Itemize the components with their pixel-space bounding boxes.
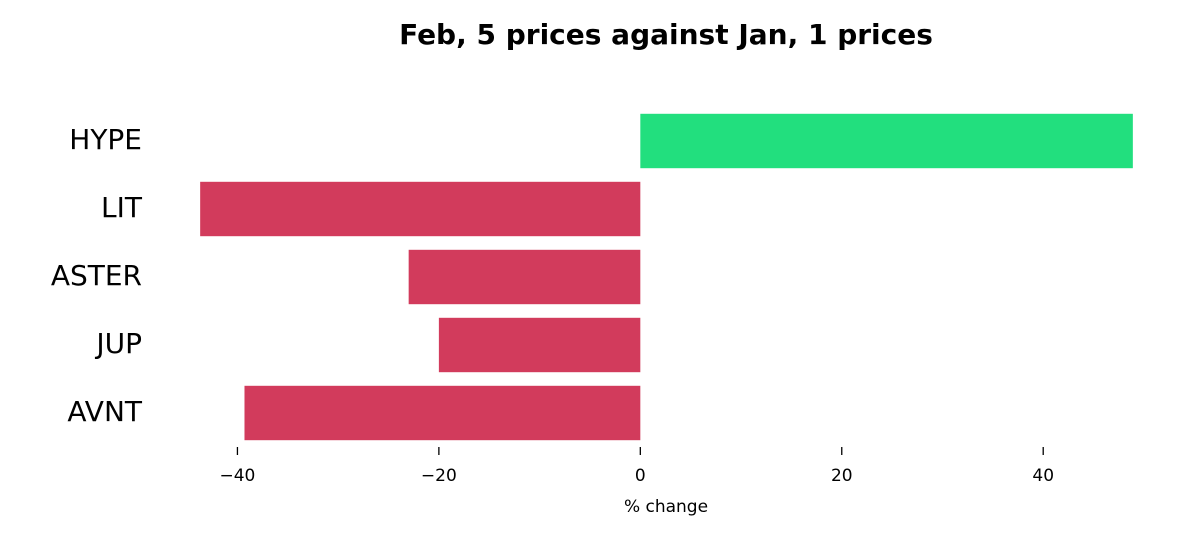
- x-tick-label: 40: [1032, 466, 1054, 486]
- bar: [408, 249, 641, 305]
- bar: [244, 385, 641, 441]
- bar: [438, 317, 641, 373]
- chart-title: Feb, 5 prices against Jan, 1 prices: [399, 18, 933, 51]
- y-tick-label: LIT: [101, 191, 143, 224]
- x-tick-label: 20: [831, 466, 853, 486]
- x-tick-label: 0: [635, 466, 646, 486]
- y-tick-label: ASTER: [51, 259, 142, 292]
- x-tick-label: −40: [219, 466, 255, 486]
- y-tick-label: AVNT: [67, 395, 142, 428]
- y-tick-label: JUP: [94, 327, 142, 360]
- x-tick-label: −20: [421, 466, 457, 486]
- bar: [640, 113, 1133, 169]
- y-tick-label: HYPE: [69, 123, 142, 156]
- bar: [200, 181, 641, 237]
- x-axis-label: % change: [624, 497, 708, 517]
